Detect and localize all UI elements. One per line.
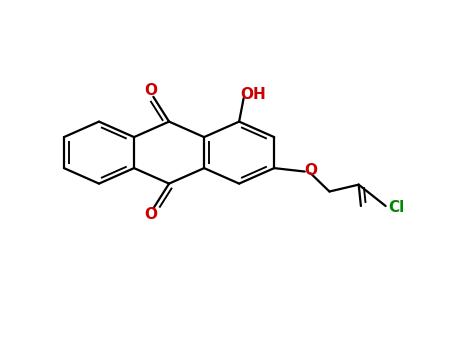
Text: Cl: Cl xyxy=(389,200,405,215)
Text: O: O xyxy=(304,163,317,178)
Text: O: O xyxy=(145,83,157,98)
Text: OH: OH xyxy=(241,87,266,102)
Text: O: O xyxy=(145,207,157,222)
